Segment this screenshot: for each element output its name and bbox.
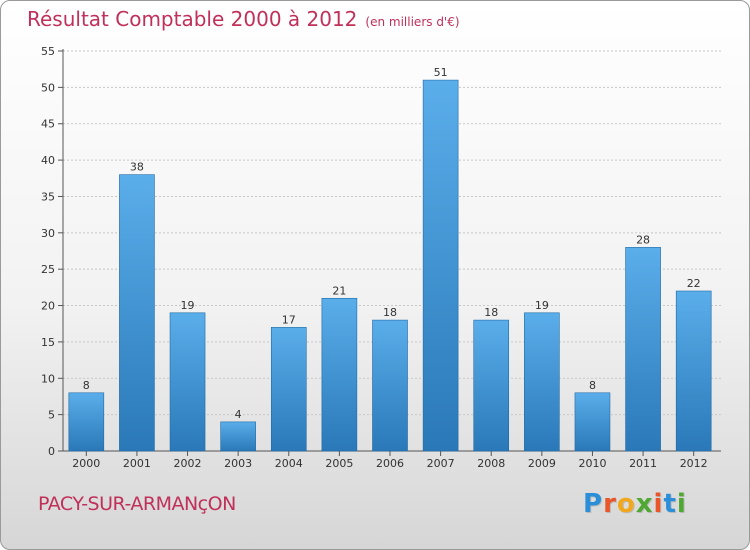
bar-2005 [321, 297, 358, 452]
y-tick-label: 35 [41, 190, 55, 203]
y-tick-label: 45 [41, 118, 55, 131]
x-tick-label: 2010 [578, 457, 606, 470]
data-label: 8 [589, 379, 596, 392]
bar-2002 [169, 312, 206, 452]
x-tick-label: 2007 [427, 457, 455, 470]
chart-subtitle: (en milliers d'€) [365, 15, 460, 29]
x-tick-label: 2006 [376, 457, 404, 470]
bar-chart: 0 5 10 15 20 25 30 35 40 45 50 55 8 2000 38 2001 19 2002… [41, 45, 721, 470]
bar-2012 [675, 290, 712, 452]
bar-2006 [372, 319, 408, 452]
city-name: PACY-SUR-ARMANçON [38, 493, 236, 515]
y-tick-label: 40 [41, 154, 55, 167]
y-tick-label: 15 [41, 336, 55, 349]
y-tick-label: 30 [41, 227, 55, 240]
data-label: 38 [130, 161, 144, 174]
bar-2001 [119, 174, 155, 452]
x-tick-label: 2012 [680, 457, 708, 470]
bar-2000 [68, 392, 105, 452]
bar-2011 [625, 247, 661, 452]
y-tick-label: 50 [41, 81, 55, 94]
y-tick-label: 25 [41, 263, 55, 276]
logo-letter: i [676, 489, 687, 519]
bar-2003 [220, 421, 256, 452]
y-tick-label: 5 [48, 409, 55, 422]
logo-letter: o [616, 489, 636, 519]
bar-2010 [574, 392, 611, 452]
bar-2007 [422, 79, 459, 452]
data-label: 19 [181, 299, 195, 312]
y-tick-label: 20 [41, 300, 55, 313]
logo-letter: P [583, 489, 604, 519]
data-label: 22 [687, 277, 701, 290]
data-label: 28 [636, 233, 650, 246]
x-tick-label: 2003 [224, 457, 252, 470]
x-tick-label: 2000 [72, 457, 100, 470]
x-tick-label: 2004 [275, 457, 303, 470]
data-label: 8 [83, 379, 90, 392]
x-tick-label: 2001 [123, 457, 151, 470]
x-tick-label: 2009 [528, 457, 556, 470]
data-label: 51 [434, 66, 448, 79]
x-tick-label: 2002 [174, 457, 202, 470]
logo-letter: r [603, 489, 617, 519]
chart-title: Résultat Comptable 2000 à 2012 (en millie… [27, 7, 460, 31]
proxiti-logo[interactable]: Proxiti [583, 489, 687, 519]
logo-letter: t [663, 489, 677, 519]
data-label: 19 [535, 299, 549, 312]
data-label: 21 [332, 284, 346, 297]
y-tick-label: 0 [48, 445, 55, 458]
x-tick-label: 2005 [325, 457, 353, 470]
x-tick-label: 2008 [477, 457, 505, 470]
chart-title-text: Résultat Comptable 2000 à 2012 [27, 7, 358, 31]
data-label: 18 [484, 306, 498, 319]
data-label: 17 [282, 313, 296, 326]
logo-letter: x [635, 489, 654, 519]
data-label: 4 [235, 408, 242, 421]
y-tick-label: 55 [41, 45, 55, 58]
y-tick-label: 10 [41, 372, 55, 385]
x-tick-label: 2011 [629, 457, 657, 470]
bar-2009 [524, 312, 560, 452]
bar-2004 [270, 327, 307, 452]
data-label: 18 [383, 306, 397, 319]
logo-letter: i [653, 489, 664, 519]
bar-2008 [473, 319, 510, 452]
